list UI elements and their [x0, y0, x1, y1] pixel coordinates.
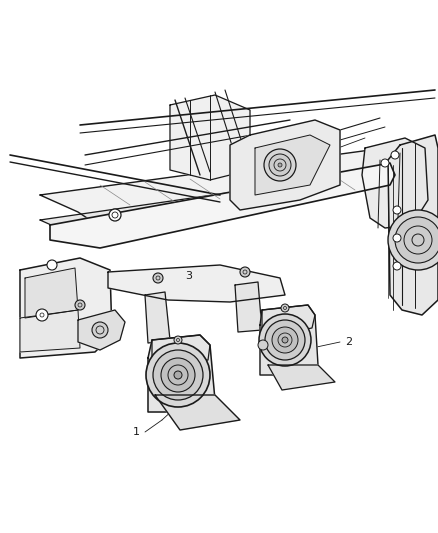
Circle shape	[393, 234, 401, 242]
Circle shape	[388, 210, 438, 270]
Text: 3: 3	[185, 271, 192, 281]
Circle shape	[281, 304, 289, 312]
Circle shape	[153, 350, 203, 400]
Polygon shape	[50, 163, 395, 248]
Polygon shape	[40, 148, 405, 220]
Polygon shape	[20, 258, 112, 358]
Polygon shape	[20, 310, 80, 352]
Polygon shape	[230, 120, 340, 210]
Circle shape	[153, 273, 163, 283]
Circle shape	[75, 300, 85, 310]
Circle shape	[265, 320, 305, 360]
Polygon shape	[260, 305, 318, 375]
Circle shape	[259, 314, 311, 366]
Polygon shape	[155, 395, 240, 430]
Polygon shape	[268, 365, 335, 390]
Polygon shape	[148, 335, 215, 412]
Polygon shape	[255, 135, 330, 195]
Polygon shape	[108, 265, 285, 302]
Polygon shape	[152, 335, 210, 365]
Circle shape	[161, 358, 195, 392]
Text: 2: 2	[345, 337, 352, 347]
Circle shape	[258, 340, 268, 350]
Circle shape	[282, 337, 288, 343]
Polygon shape	[362, 138, 428, 228]
Circle shape	[36, 309, 48, 321]
Polygon shape	[145, 292, 170, 343]
Circle shape	[391, 151, 399, 159]
Polygon shape	[262, 305, 315, 333]
Circle shape	[278, 163, 282, 167]
Circle shape	[146, 343, 210, 407]
Polygon shape	[40, 170, 400, 245]
Circle shape	[393, 262, 401, 270]
Circle shape	[92, 322, 108, 338]
Polygon shape	[25, 268, 78, 318]
Circle shape	[393, 206, 401, 214]
Circle shape	[264, 149, 296, 181]
Polygon shape	[235, 282, 262, 332]
Text: 1: 1	[133, 427, 140, 437]
Circle shape	[240, 267, 250, 277]
Circle shape	[395, 217, 438, 263]
Circle shape	[174, 336, 182, 344]
Circle shape	[269, 154, 291, 176]
Polygon shape	[170, 95, 250, 180]
Circle shape	[47, 260, 57, 270]
Circle shape	[174, 371, 182, 379]
Circle shape	[272, 327, 298, 353]
Polygon shape	[78, 310, 125, 350]
Circle shape	[109, 209, 121, 221]
Polygon shape	[388, 135, 438, 315]
Circle shape	[381, 159, 389, 167]
